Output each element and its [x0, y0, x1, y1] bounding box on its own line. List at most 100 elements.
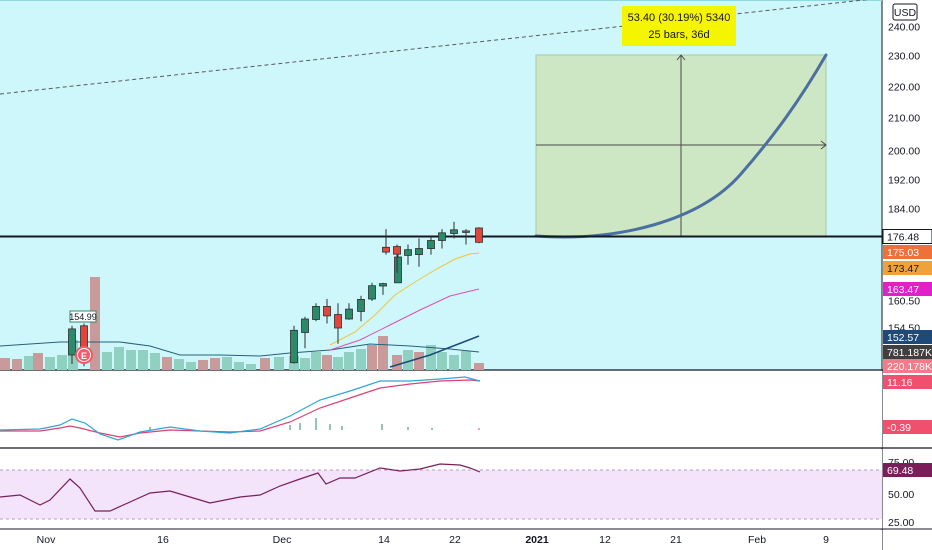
volume-bars: [0, 277, 484, 370]
price-badge: 11.16: [883, 375, 932, 389]
volume-bar: [33, 353, 43, 370]
volume-bar: [344, 352, 354, 370]
volume-bar: [150, 353, 160, 370]
time-tick-label: Feb: [748, 534, 766, 546]
sma-short-line: [329, 252, 480, 346]
candle: [438, 229, 446, 249]
price-tick-label: 160.50: [888, 296, 920, 308]
volume-bar: [260, 358, 270, 370]
candle: [345, 303, 353, 320]
price-badge-text: 152.57: [887, 332, 919, 344]
volume-bar: [474, 363, 484, 370]
high-callout-text: 154.99: [69, 312, 97, 322]
volume-ma-line: [0, 341, 480, 357]
candle: [334, 303, 342, 344]
volume-bar: [90, 277, 100, 370]
volume-bar: [210, 358, 220, 370]
candle: [290, 325, 298, 364]
volume-bar: [138, 350, 148, 370]
volume-bar: [356, 349, 366, 370]
volume-bar: [246, 364, 256, 370]
time-tick-label: 9: [823, 534, 829, 546]
volume-bar: [186, 362, 196, 370]
price-tick-label: 192.00: [888, 175, 920, 187]
volume-bar: [367, 345, 377, 370]
volume-bar: [174, 359, 184, 370]
time-axis-ticks: Nov 16 Dec 14 22 2021 12 21 Feb 9: [37, 534, 829, 546]
volume-bar: [102, 352, 112, 370]
candle: [368, 282, 376, 301]
price-badge-text: 69.48: [887, 465, 913, 477]
volume-bar: [45, 357, 55, 370]
macd-line: [0, 376, 481, 441]
time-tick-label: 12: [599, 534, 611, 546]
earnings-marker[interactable]: E: [75, 346, 93, 364]
price-badge-text: 173.47: [887, 263, 919, 275]
candle: [450, 221, 458, 239]
volume-bar: [392, 355, 402, 370]
price-tick-label: 230.00: [888, 51, 920, 63]
time-tick-label: 21: [670, 534, 682, 546]
volume-bar: [57, 355, 67, 370]
time-tick-label: Dec: [273, 534, 292, 546]
candle: [323, 299, 331, 324]
time-axis[interactable]: [0, 530, 882, 550]
candle: [312, 303, 320, 322]
currency-label: USD: [894, 7, 917, 19]
volume-bar: [403, 350, 413, 370]
volume-bar: [414, 352, 424, 370]
price-tick-label: 240.00: [888, 22, 920, 34]
volume-bar: [114, 347, 124, 370]
candle: [68, 325, 76, 364]
time-tick-label: 2021: [525, 534, 549, 546]
time-tick-label: 14: [378, 534, 390, 546]
candle: [404, 244, 412, 265]
price-tick-label: 220.00: [888, 82, 920, 94]
volume-bar: [449, 355, 459, 370]
tooltip-line1: 53.40 (30.19%) 5340: [628, 12, 731, 24]
rsi-tick-label: 25.00: [888, 517, 914, 529]
volume-bar: [126, 350, 136, 370]
volume-bar: [12, 359, 22, 370]
tooltip-line2: 25 bars, 36d: [648, 29, 709, 41]
price-axis-ticks: 240.00 230.00 220.00 210.00 200.00 192.00 184.…: [888, 22, 920, 335]
candle: [357, 295, 365, 322]
price-badge: 152.57: [883, 330, 932, 344]
volume-bar: [378, 336, 388, 370]
price-badge: 176.48: [882, 229, 932, 244]
projection-box[interactable]: [534, 53, 828, 239]
rsi-line: [0, 463, 481, 512]
candle: [462, 229, 470, 245]
price-badge: 163.47: [883, 282, 932, 296]
rsi-tick-label: 50.00: [888, 489, 914, 501]
sma-mid-line: [329, 288, 480, 351]
high-callout: 154.99: [69, 310, 97, 323]
price-badges: 176.48 175.03 173.47 163.47 152.57 781.187K 22…: [882, 229, 932, 477]
projection-tooltip: 53.40 (30.19%) 5340 25 bars, 36d: [622, 6, 736, 46]
time-tick-label: Nov: [37, 534, 56, 546]
candle: [415, 238, 423, 267]
volume-bar: [311, 352, 321, 370]
candle: [394, 254, 402, 284]
candle: [393, 244, 401, 273]
candle: [379, 282, 387, 295]
volume-trend-line: [389, 335, 480, 368]
price-tick-label: 200.00: [888, 146, 920, 158]
price-badge: -0.39: [883, 420, 932, 434]
volume-bar: [0, 358, 10, 370]
time-tick-label: 16: [157, 534, 169, 546]
price-tick-label: 210.00: [888, 113, 920, 125]
candle: [301, 316, 309, 349]
candle: [475, 227, 483, 244]
price-badge-text: 163.47: [887, 284, 919, 296]
volume-bar: [300, 358, 310, 370]
volume-bar: [274, 357, 284, 370]
volume-bar: [437, 352, 447, 370]
trend-line[interactable]: [0, 0, 882, 95]
macd-histogram: [149, 418, 480, 430]
price-badge: 781.187K: [883, 345, 932, 359]
price-tick-label: 184.00: [888, 204, 920, 216]
price-badge-text: 781.187K: [887, 347, 932, 359]
currency-button[interactable]: USD: [892, 3, 918, 21]
